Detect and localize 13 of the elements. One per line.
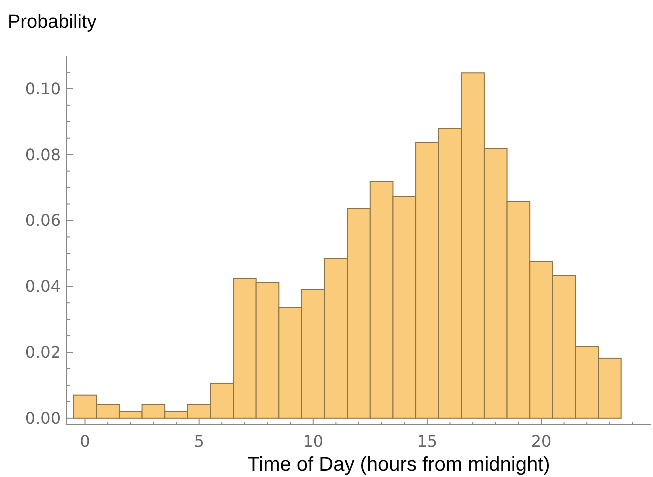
x-tick-label: 0 <box>80 432 90 451</box>
x-axis-title: Time of Day (hours from midnight) <box>248 454 550 476</box>
x-tick-label: 5 <box>194 432 204 451</box>
y-axis-title: Probability <box>8 12 98 33</box>
y-tick-label: 0.10 <box>25 79 61 98</box>
x-tick-label: 10 <box>303 432 324 451</box>
x-tick-label: 20 <box>531 432 552 451</box>
y-tick-label: 0.08 <box>25 145 61 164</box>
x-tick-label: 15 <box>417 432 438 451</box>
y-tick-label: 0.06 <box>25 211 61 230</box>
y-tick-label: 0.00 <box>25 408 61 428</box>
y-tick-label: 0.02 <box>25 343 61 362</box>
y-tick-label: 0.04 <box>25 277 61 296</box>
